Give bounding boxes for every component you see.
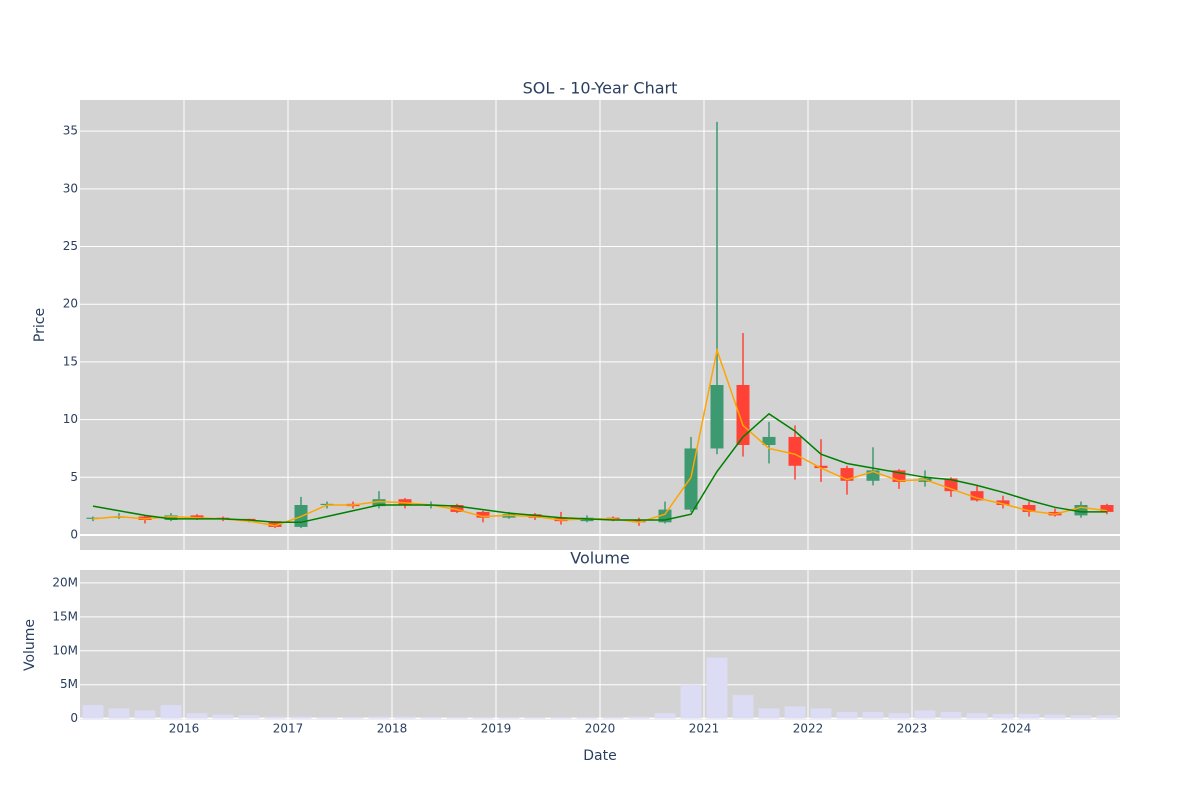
y-tick-label: 0 (70, 528, 78, 542)
volume-bar (238, 715, 260, 719)
volume-bar (368, 716, 390, 719)
candle-body (1022, 505, 1036, 512)
candle-body (866, 470, 880, 481)
y-tick-label: 0 (70, 711, 78, 725)
volume-bar (550, 717, 572, 719)
volume-bar (524, 717, 546, 719)
subplot-title: Volume (570, 549, 630, 568)
y-tick-label: 10 (63, 412, 78, 426)
y-tick-label: 5 (70, 470, 78, 484)
candle-body (736, 385, 750, 445)
volume-bar (394, 716, 416, 719)
volume-bar (342, 716, 364, 719)
volume-bar (1070, 715, 1092, 719)
candle-body (476, 511, 490, 518)
volume-bar (290, 716, 312, 719)
volume-bar (966, 713, 988, 719)
volume-bar (914, 710, 936, 719)
y-tick-label: 15 (63, 354, 78, 368)
candle-body (892, 470, 906, 482)
volume-bar (1018, 713, 1040, 719)
volume-bar (160, 705, 182, 719)
x-tick-label: 2021 (689, 722, 720, 736)
volume-bar (316, 716, 338, 719)
y-tick-label: 20M (52, 575, 78, 589)
volume-bar (992, 713, 1014, 719)
chart-title: SOL - 10-Year Chart (523, 79, 678, 98)
x-tick-label: 2016 (169, 722, 200, 736)
volume-bar (602, 717, 624, 719)
volume-bar (134, 710, 156, 719)
candle-body (762, 436, 776, 445)
volume-bar (472, 717, 494, 719)
volume-bar (108, 708, 130, 719)
candle-body (970, 491, 984, 501)
volume-bar (1096, 715, 1118, 719)
candle-body (372, 499, 386, 507)
x-axis-label: Date (583, 748, 616, 764)
volume-bar (212, 714, 234, 719)
volume-bar (654, 713, 676, 719)
candle-body (632, 520, 646, 523)
x-tick-label: 2022 (793, 722, 824, 736)
x-tick-label: 2023 (897, 722, 928, 736)
x-tick-label: 2024 (1001, 722, 1032, 736)
candle-body (268, 521, 282, 527)
volume-bar (758, 708, 780, 719)
candle-body (814, 465, 828, 469)
y-tick-label: 25 (63, 239, 78, 253)
volume-bar (732, 694, 754, 719)
y-tick-label: 5M (60, 677, 78, 691)
candle-body (190, 515, 204, 518)
candle-body (788, 436, 802, 466)
y-tick-label: 20 (63, 297, 78, 311)
candle-body (450, 505, 464, 512)
x-tick-label: 2018 (377, 722, 408, 736)
volume-bar (888, 713, 910, 719)
volume-bar (680, 684, 702, 719)
y-tick-label: 10M (52, 643, 78, 657)
volume-bar (836, 711, 858, 719)
volume-bar (784, 706, 806, 719)
candle-body (1100, 505, 1114, 512)
candle-body (164, 515, 178, 520)
x-tick-label: 2020 (585, 722, 616, 736)
volume-bar (940, 711, 962, 719)
volume-bar (264, 716, 286, 719)
x-tick-label: 2019 (481, 722, 512, 736)
volume-bar (862, 711, 884, 719)
y-tick-label: 35 (63, 124, 78, 138)
volume-bar (628, 716, 650, 719)
y-axis-label: Volume (22, 619, 38, 671)
volume-bar (186, 713, 208, 719)
x-tick-label: 2017 (273, 722, 304, 736)
volume-bar (82, 705, 104, 719)
y-tick-label: 15M (52, 609, 78, 623)
y-axis-label: Price (32, 308, 48, 342)
volume-bar (576, 717, 598, 719)
volume-bar (1044, 714, 1066, 719)
volume-bar (420, 716, 442, 719)
volume-bar (810, 708, 832, 719)
candle-body (710, 385, 724, 449)
volume-bar (498, 717, 520, 719)
volume-bar (446, 717, 468, 719)
candle-body (996, 500, 1010, 505)
candle-body (1074, 505, 1088, 516)
y-tick-label: 30 (63, 181, 78, 195)
volume-bar (706, 657, 728, 719)
moving-average-line (92, 412, 1107, 524)
